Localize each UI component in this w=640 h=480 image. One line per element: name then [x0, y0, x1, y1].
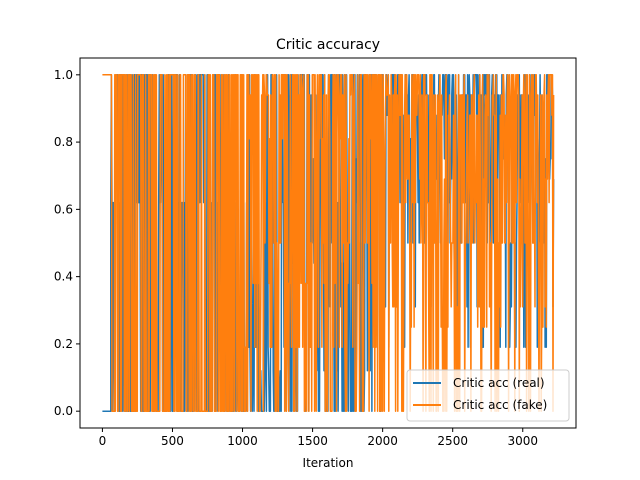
ticks-layer: 0 500 1000 1500 2000 2500 3000 0.0 0.2 0.4 0.6 0.8 1…: [54, 68, 538, 448]
x-axis-label: Iteration: [303, 456, 354, 470]
y-tick-label: 0.0: [54, 404, 73, 418]
x-tick-label: 2500: [437, 434, 468, 448]
y-tick-label: 0.8: [54, 135, 73, 149]
chart-title: Critic accuracy: [276, 37, 380, 53]
legend-label-fake: Critic acc (fake): [453, 398, 547, 412]
x-tick-label: 1500: [297, 434, 328, 448]
y-tick-label: 0.4: [54, 270, 73, 284]
series-line-fake: [102, 74, 555, 412]
y-tick-label: 0.2: [54, 337, 73, 351]
series-layer: [102, 74, 555, 412]
x-tick-label: 0: [99, 434, 107, 448]
x-tick-label: 500: [161, 434, 184, 448]
y-tick-label: 0.6: [54, 202, 73, 216]
x-tick-label: 1000: [227, 434, 258, 448]
legend: Critic acc (real) Critic acc (fake): [406, 369, 570, 422]
legend-label-real: Critic acc (real): [453, 376, 545, 390]
legend-box: [406, 369, 570, 422]
x-tick-label: 2000: [367, 434, 398, 448]
y-tick-label: 1.0: [54, 68, 73, 82]
axes-frame: [79, 57, 577, 429]
x-tick-label: 3000: [507, 434, 538, 448]
